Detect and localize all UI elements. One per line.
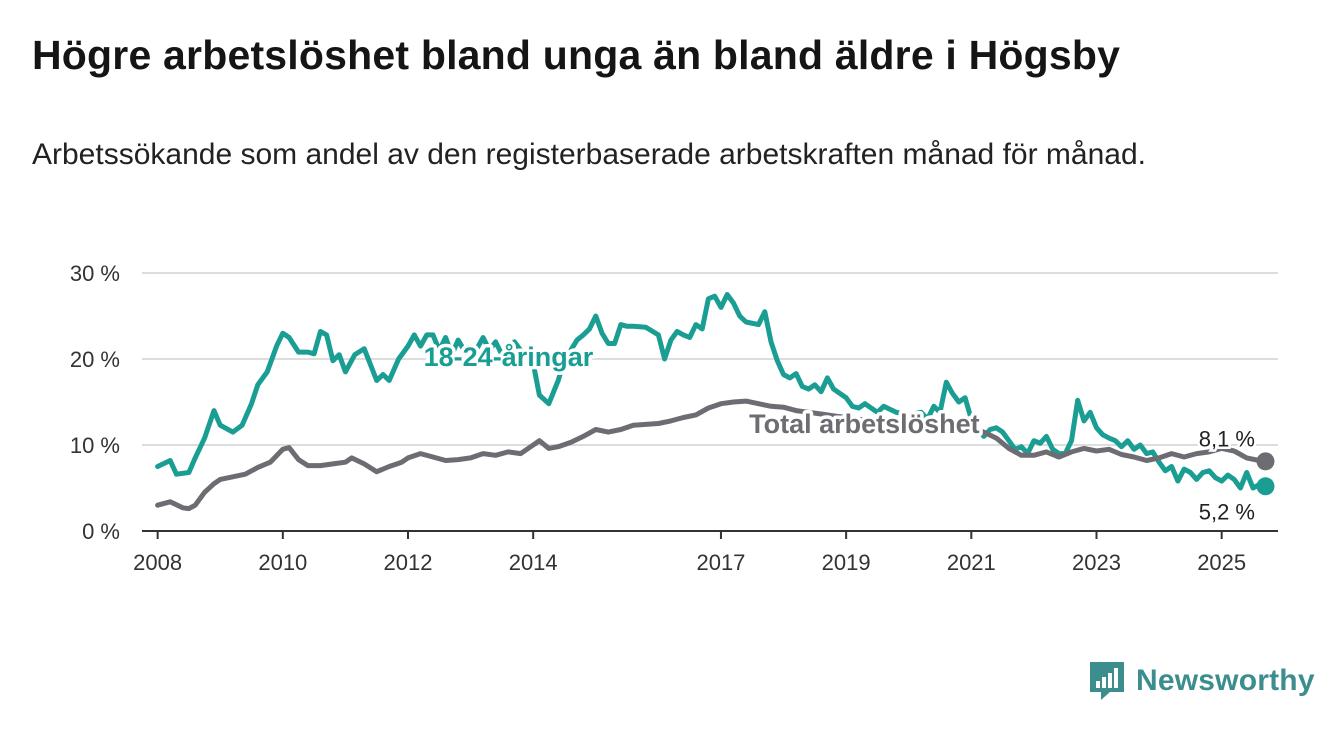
axes: 0 % 10 % 20 % 30 % 2008 2010 2012 2014 2017 2019 2… <box>70 261 1278 575</box>
y-tick-label: 20 % <box>70 347 120 372</box>
chart-title: Högre arbetslöshet bland unga än bland ä… <box>32 32 1121 78</box>
total-end-marker <box>1256 452 1275 471</box>
x-tick-label: 2025 <box>1197 550 1246 575</box>
x-tick-label: 2008 <box>133 550 182 575</box>
x-tick-label: 2012 <box>384 550 433 575</box>
series-lines <box>155 292 1275 512</box>
total-series-line <box>155 398 1268 512</box>
newsworthy-logo: Newsworthy <box>1088 660 1315 702</box>
youth-end-value-label: 5,2 % <box>1199 499 1255 524</box>
x-tick-label: 2017 <box>696 550 745 575</box>
x-tick-label: 2021 <box>947 550 996 575</box>
x-tick-label: 2014 <box>509 550 558 575</box>
x-tick-label: 2010 <box>258 550 307 575</box>
y-tick-label: 0 % <box>82 519 120 544</box>
y-tick-label: 10 % <box>70 433 120 458</box>
youth-series-line <box>155 292 1268 491</box>
brand-name: Newsworthy <box>1136 664 1315 697</box>
x-tick-label: 2023 <box>1072 550 1121 575</box>
total-end-value-label: 8,1 % <box>1199 426 1255 451</box>
total-series-label: Total arbetslöshet <box>749 409 980 439</box>
newsworthy-chart-icon <box>1090 662 1124 700</box>
youth-end-marker <box>1256 477 1275 496</box>
chart-subtitle: Arbetssökande som andel av den registerb… <box>32 138 1146 171</box>
youth-series-label: 18-24-åringar <box>424 342 594 372</box>
y-tick-label: 30 % <box>70 261 120 286</box>
x-tick-label: 2019 <box>822 550 871 575</box>
labels: 18-24-åringar Total arbetslöshet 8,1 % 5,2 … <box>420 338 1257 526</box>
